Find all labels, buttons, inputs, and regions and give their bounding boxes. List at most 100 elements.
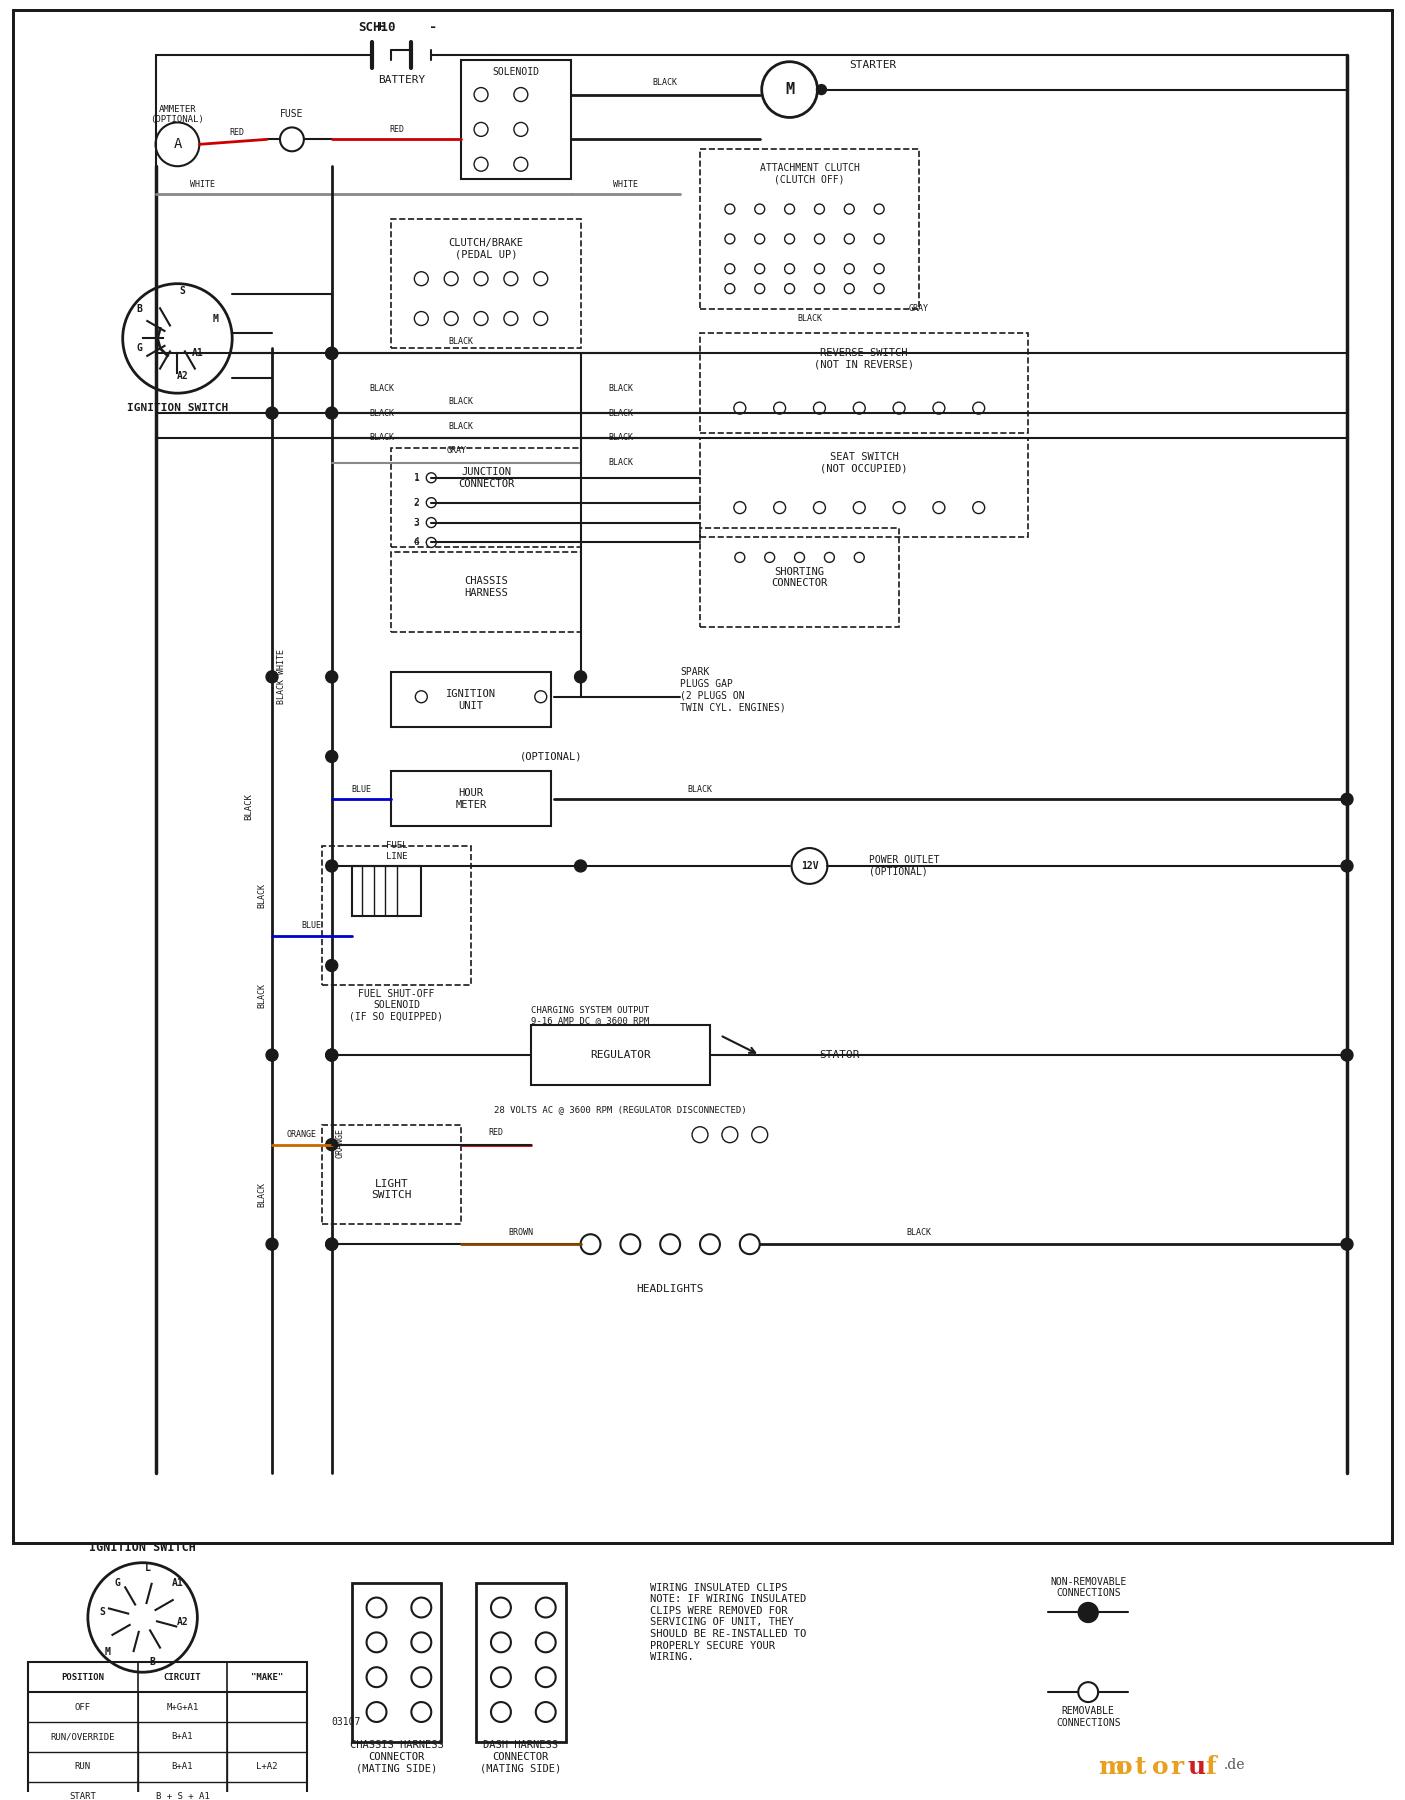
Circle shape xyxy=(825,553,835,562)
Circle shape xyxy=(764,553,774,562)
Circle shape xyxy=(412,1703,431,1723)
Circle shape xyxy=(326,751,337,763)
Circle shape xyxy=(725,284,735,293)
Circle shape xyxy=(490,1633,511,1652)
Text: (OPTIONAL): (OPTIONAL) xyxy=(520,751,582,761)
Text: FUSE: FUSE xyxy=(280,110,303,119)
Circle shape xyxy=(367,1703,386,1723)
Bar xyxy=(28,1661,306,1800)
Text: 3: 3 xyxy=(413,518,419,527)
Circle shape xyxy=(414,311,429,326)
Circle shape xyxy=(444,311,458,326)
Text: FUEL SHUT-OFF
SOLENOID
(IF SO EQUIPPED): FUEL SHUT-OFF SOLENOID (IF SO EQUIPPED) xyxy=(350,988,444,1022)
Circle shape xyxy=(815,265,825,274)
Text: BROWN: BROWN xyxy=(509,1228,534,1237)
Text: BLACK: BLACK xyxy=(608,383,632,392)
Text: POSITION: POSITION xyxy=(62,1672,104,1681)
Circle shape xyxy=(490,1703,511,1723)
Text: A1: A1 xyxy=(191,349,204,358)
Text: STATOR: STATOR xyxy=(819,1049,860,1060)
Circle shape xyxy=(813,401,825,414)
Text: M: M xyxy=(212,313,218,324)
Circle shape xyxy=(575,860,586,871)
Text: BLACK: BLACK xyxy=(608,434,632,443)
Text: 3: 3 xyxy=(413,518,419,527)
Bar xyxy=(392,448,580,547)
Text: BLACK: BLACK xyxy=(797,313,822,322)
Bar xyxy=(392,772,551,826)
Text: BLACK: BLACK xyxy=(687,785,712,794)
Circle shape xyxy=(700,1235,719,1255)
Text: A1: A1 xyxy=(171,1577,183,1588)
Text: 03107: 03107 xyxy=(332,1717,361,1726)
Circle shape xyxy=(412,1633,431,1652)
Circle shape xyxy=(266,407,278,419)
Text: L: L xyxy=(145,1562,150,1573)
Circle shape xyxy=(725,265,735,274)
Circle shape xyxy=(853,401,865,414)
Text: JUNCTION
CONNECTOR: JUNCTION CONNECTOR xyxy=(458,466,514,488)
Circle shape xyxy=(473,311,488,326)
Text: IGNITION
UNIT: IGNITION UNIT xyxy=(445,689,496,711)
Circle shape xyxy=(754,284,764,293)
Text: BLACK: BLACK xyxy=(370,434,393,443)
Bar xyxy=(392,553,580,632)
Bar xyxy=(700,437,1028,538)
Circle shape xyxy=(367,1633,386,1652)
Bar xyxy=(322,1125,461,1224)
Text: CHARGING SYSTEM OUTPUT
9-16 AMP DC @ 3600 RPM: CHARGING SYSTEM OUTPUT 9-16 AMP DC @ 360… xyxy=(531,1006,649,1024)
Text: DASH HARNESS
CONNECTOR
(MATING SIDE): DASH HARNESS CONNECTOR (MATING SIDE) xyxy=(481,1741,562,1773)
Circle shape xyxy=(412,1667,431,1687)
Text: A2: A2 xyxy=(177,371,188,382)
Text: RUN/OVERRIDE: RUN/OVERRIDE xyxy=(51,1732,115,1741)
Circle shape xyxy=(791,848,828,884)
Text: BLACK: BLACK xyxy=(257,884,267,909)
Text: CLUTCH/BRAKE
(PEDAL UP): CLUTCH/BRAKE (PEDAL UP) xyxy=(448,238,524,259)
Bar xyxy=(392,220,580,349)
Circle shape xyxy=(762,61,818,117)
Circle shape xyxy=(473,122,488,137)
Circle shape xyxy=(1078,1602,1099,1622)
Text: .de: .de xyxy=(1224,1759,1245,1771)
Circle shape xyxy=(504,311,518,326)
Bar xyxy=(322,846,471,985)
Circle shape xyxy=(580,1235,600,1255)
Text: 28 VOLTS AC @ 3600 RPM (REGULATOR DISCONNECTED): 28 VOLTS AC @ 3600 RPM (REGULATOR DISCON… xyxy=(495,1105,746,1114)
Bar xyxy=(700,333,1028,434)
Circle shape xyxy=(89,1562,197,1672)
Text: RED: RED xyxy=(389,124,403,133)
Circle shape xyxy=(326,1049,337,1060)
Text: BLACK: BLACK xyxy=(448,337,473,346)
Circle shape xyxy=(534,311,548,326)
Circle shape xyxy=(972,401,985,414)
Circle shape xyxy=(473,88,488,101)
Bar xyxy=(476,1582,566,1742)
Circle shape xyxy=(426,473,436,482)
Text: REVERSE SWITCH
(NOT IN REVERSE): REVERSE SWITCH (NOT IN REVERSE) xyxy=(815,347,915,369)
Text: REGULATOR: REGULATOR xyxy=(590,1049,651,1060)
Text: L+A2: L+A2 xyxy=(256,1762,278,1771)
Text: BLACK: BLACK xyxy=(257,983,267,1008)
Text: RUN: RUN xyxy=(74,1762,91,1771)
Text: -: - xyxy=(429,20,437,34)
Circle shape xyxy=(326,959,337,972)
Circle shape xyxy=(795,553,805,562)
Text: IGNITION SWITCH: IGNITION SWITCH xyxy=(89,1541,197,1553)
Text: AMMETER
(OPTIONAL): AMMETER (OPTIONAL) xyxy=(150,104,204,124)
Circle shape xyxy=(733,502,746,513)
Bar xyxy=(700,527,899,626)
Circle shape xyxy=(894,401,905,414)
Text: 12V: 12V xyxy=(801,860,818,871)
Circle shape xyxy=(473,272,488,286)
Text: BLUE: BLUE xyxy=(351,785,371,794)
Text: ORANGE: ORANGE xyxy=(287,1130,318,1139)
Circle shape xyxy=(326,347,337,360)
Text: m: m xyxy=(1099,1755,1124,1778)
Circle shape xyxy=(853,502,865,513)
Circle shape xyxy=(844,234,854,243)
Circle shape xyxy=(784,203,795,214)
Text: B: B xyxy=(149,1658,156,1667)
Circle shape xyxy=(693,1127,708,1143)
Text: 2: 2 xyxy=(413,497,419,508)
Text: WIRING INSULATED CLIPS
NOTE: IF WIRING INSULATED
CLIPS WERE REMOVED FOR
SERVICIN: WIRING INSULATED CLIPS NOTE: IF WIRING I… xyxy=(651,1582,806,1661)
